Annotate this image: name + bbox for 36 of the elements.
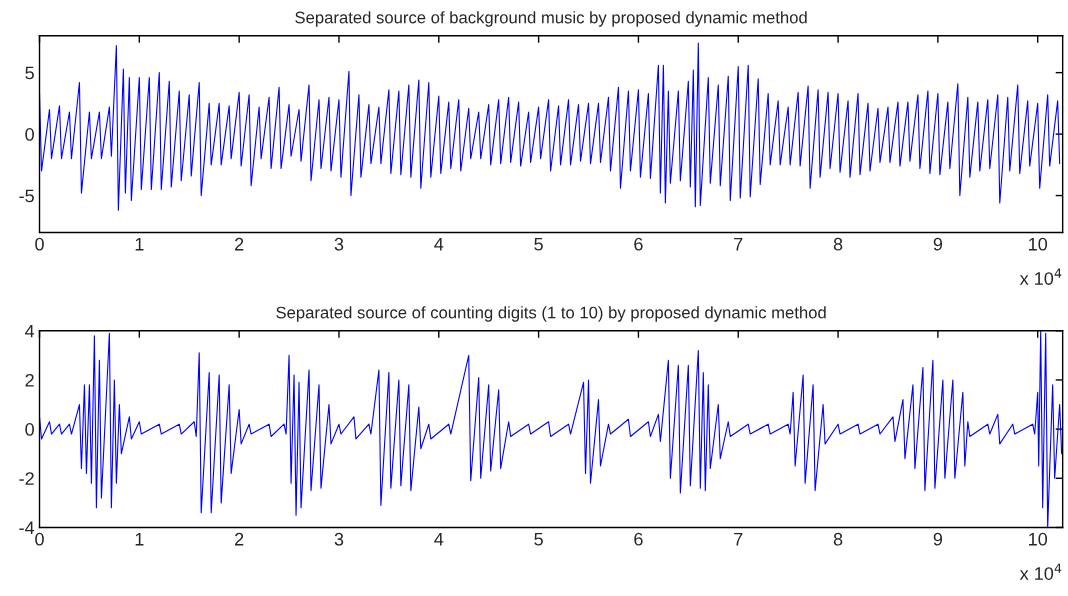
chart-title: Separated source of counting digits (1 to 10) by proposed dynamic method [276,306,826,322]
y-tick-label: -5 [19,189,34,203]
x-tick-label: 5 [534,532,543,546]
y-tick-label: 4 [25,324,35,338]
x-tick-label: 7 [734,532,743,546]
text: x 10$^{4}$ [1019,563,1062,580]
y-tick-label: 0 [25,128,34,141]
line-series [39,330,1063,528]
x-tick-label: 2 [235,532,244,546]
x-tick-label: 3 [334,237,344,251]
y-tick-label: -4 [19,521,35,534]
x-tick-label: 5 [534,237,543,251]
y-tick-label: 0 [25,423,34,436]
x-tick-label: 2 [235,237,244,251]
x-tick-label: 9 [933,532,943,546]
text: x 10$^{4}$ [1019,268,1062,285]
x-tick-label: 10 [1029,532,1048,546]
line-series [39,42,1061,211]
x-tick-label: 0 [35,532,44,546]
x-tick-label: 3 [334,532,344,546]
y-tick-label: 5 [25,66,34,80]
y-tick-label: -2 [19,472,34,485]
x-tick-label: 8 [833,532,843,546]
y-tick-label: 2 [25,373,34,387]
x-tick-label: 9 [933,237,943,251]
x-tick-label: 6 [634,237,643,251]
x-tick-label: 10 [1029,237,1048,251]
x-tick-label: 8 [833,237,843,251]
x-tick-label: 1 [135,237,144,251]
x-tick-label: 0 [35,237,44,251]
x-tick-label: 6 [634,532,643,546]
x-tick-label: 4 [434,532,444,546]
x-tick-label: 1 [135,532,144,546]
x-tick-label: 4 [434,237,444,251]
x-tick-label: 7 [734,237,743,251]
chart-title: Separated source of background music by proposed dynamic method [295,11,807,27]
